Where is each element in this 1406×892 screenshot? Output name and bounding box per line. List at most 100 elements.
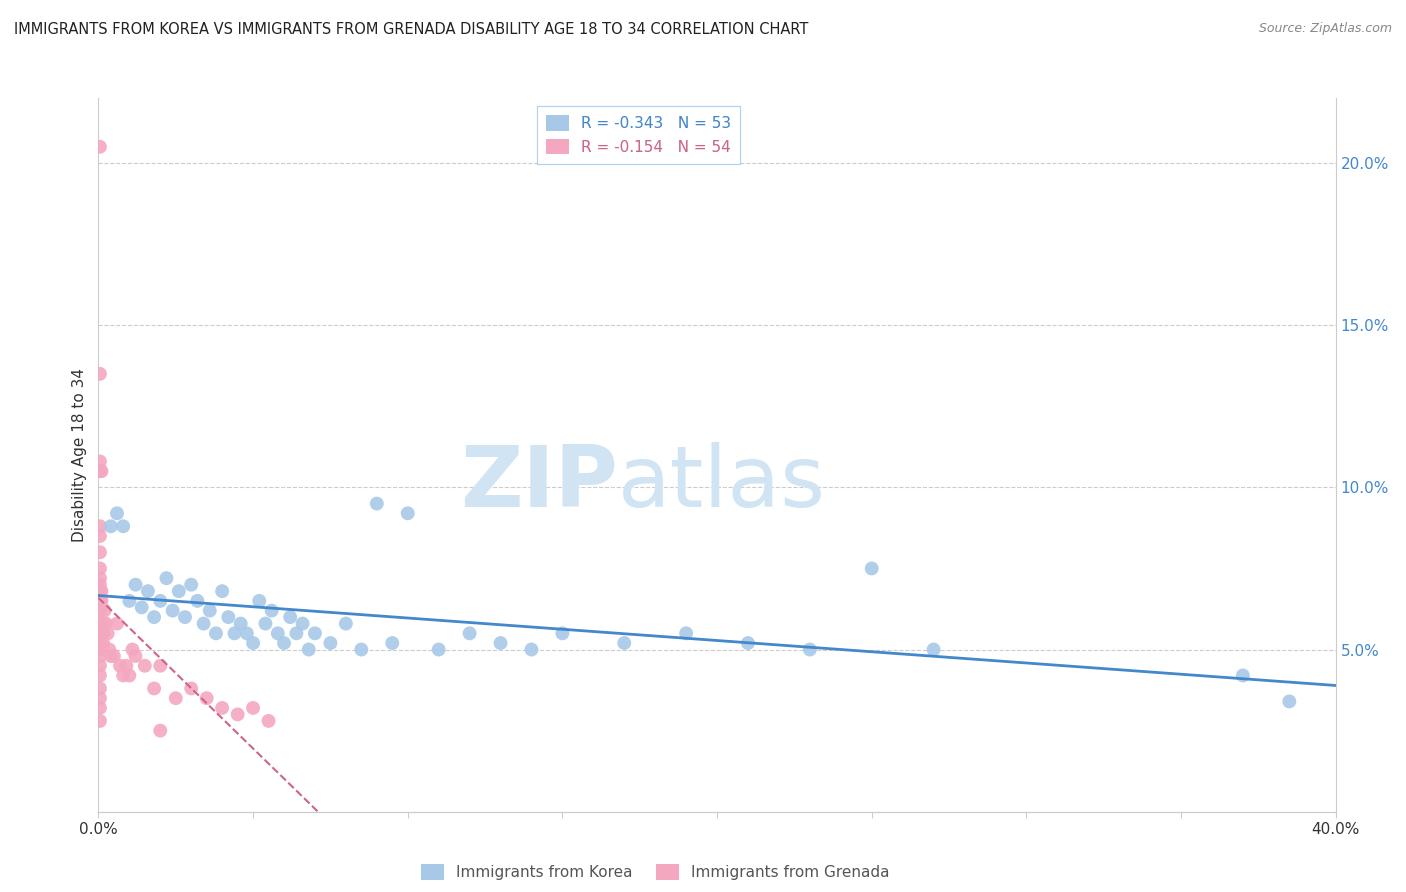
Point (298, 642, 321, 657)
Point (381, 636, 404, 650)
Point (98, 642, 121, 657)
Point (112, 668, 135, 682)
Point (89, 681, 111, 696)
Point (121, 642, 143, 657)
Point (224, 626, 246, 640)
Point (89, 454, 111, 468)
Point (89, 529, 111, 543)
Point (115, 658, 138, 673)
Point (90, 584, 112, 599)
Point (89, 140, 111, 154)
Point (174, 610, 197, 624)
Point (267, 626, 290, 640)
Point (335, 616, 357, 631)
Point (155, 571, 177, 585)
Point (278, 610, 301, 624)
Text: IMMIGRANTS FROM KOREA VS IMMIGRANTS FROM GRENADA DISABILITY AGE 18 TO 34 CORRELA: IMMIGRANTS FROM KOREA VS IMMIGRANTS FROM… (14, 22, 808, 37)
Point (489, 636, 512, 650)
Point (427, 642, 450, 657)
Point (1278, 694, 1301, 708)
Point (131, 600, 153, 615)
Point (89, 626, 111, 640)
Point (247, 594, 270, 608)
Point (89, 648, 111, 663)
Point (112, 519, 135, 533)
Point (193, 616, 215, 631)
Point (143, 610, 166, 624)
Point (165, 691, 187, 706)
Point (118, 594, 141, 608)
Point (551, 626, 574, 640)
Point (366, 497, 388, 511)
Point (257, 714, 280, 728)
Point (860, 561, 883, 575)
Point (167, 584, 190, 599)
Point (162, 604, 184, 618)
Point (89, 691, 111, 706)
Point (304, 626, 326, 640)
Point (613, 636, 636, 650)
Point (205, 626, 228, 640)
Point (236, 626, 259, 640)
Point (91, 616, 114, 631)
Point (89, 594, 111, 608)
Point (198, 604, 221, 618)
Point (124, 648, 146, 663)
Point (285, 626, 308, 640)
Point (89, 714, 111, 728)
Y-axis label: Disability Age 18 to 34: Disability Age 18 to 34 (72, 368, 87, 542)
Point (96, 616, 118, 631)
Point (134, 658, 156, 673)
Point (675, 626, 697, 640)
Point (97, 626, 120, 640)
Point (211, 584, 233, 599)
Point (396, 506, 419, 520)
Point (1232, 668, 1254, 682)
Point (103, 648, 125, 663)
Point (93, 604, 115, 618)
Point (143, 681, 166, 696)
Text: ZIP: ZIP (460, 442, 619, 525)
Point (89, 636, 111, 650)
Point (89, 616, 111, 631)
Point (799, 642, 821, 657)
Point (242, 636, 264, 650)
Point (254, 616, 277, 631)
Point (91, 626, 114, 640)
Point (124, 577, 146, 591)
Point (180, 577, 202, 591)
Point (737, 636, 759, 650)
Point (260, 604, 283, 618)
Point (118, 668, 141, 682)
Point (89, 464, 111, 478)
Point (90, 594, 112, 608)
Point (319, 636, 342, 650)
Point (105, 616, 128, 631)
Point (89, 701, 111, 715)
Point (90, 464, 112, 478)
Point (100, 648, 122, 663)
Point (149, 594, 172, 608)
Point (105, 506, 128, 520)
Point (91, 636, 114, 650)
Point (217, 610, 239, 624)
Point (89, 604, 111, 618)
Point (89, 658, 111, 673)
Point (100, 519, 122, 533)
Point (89, 642, 111, 657)
Point (89, 561, 111, 575)
Point (226, 707, 249, 722)
Text: Source: ZipAtlas.com: Source: ZipAtlas.com (1258, 22, 1392, 36)
Point (195, 691, 218, 706)
Point (520, 642, 543, 657)
Point (108, 658, 131, 673)
Text: atlas: atlas (619, 442, 827, 525)
Point (922, 642, 945, 657)
Point (89, 545, 111, 559)
Point (186, 594, 208, 608)
Point (211, 701, 233, 715)
Point (89, 367, 111, 381)
Point (242, 701, 264, 715)
Point (89, 577, 111, 591)
Point (89, 519, 111, 533)
